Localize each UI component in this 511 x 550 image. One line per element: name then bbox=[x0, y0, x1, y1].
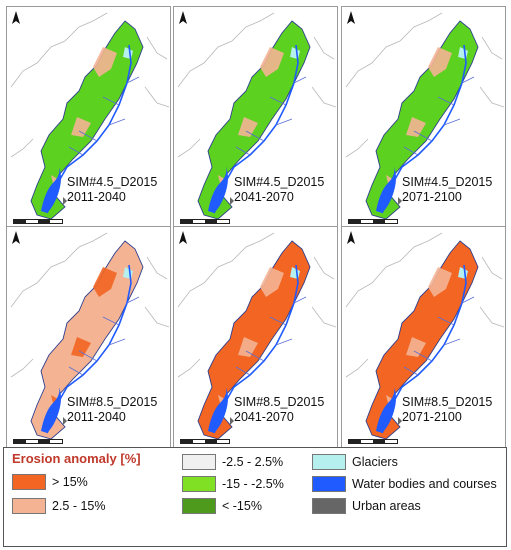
scenario-label: SIM#8.5_D2015 bbox=[67, 395, 158, 409]
urban-area bbox=[230, 197, 234, 205]
north-arrow-icon bbox=[12, 231, 20, 244]
legend-swatch bbox=[312, 454, 346, 470]
scenario-label: SIM#8.5_D2015 bbox=[234, 395, 325, 409]
legend-item-lt15: < -15% bbox=[182, 498, 262, 514]
panel-caption: SIM#8.5_D2015 2071-2100 bbox=[402, 395, 492, 425]
map-panel: SIM#4.5_D2015 2071-2100 bbox=[341, 6, 506, 230]
north-arrow-icon bbox=[12, 11, 20, 24]
north-arrow-icon bbox=[347, 231, 355, 244]
legend-item-urban: Urban areas bbox=[312, 498, 421, 514]
map-panel: SIM#8.5_D2015 2071-2100 bbox=[341, 226, 506, 450]
lake bbox=[41, 387, 61, 433]
legend-swatch bbox=[182, 498, 216, 514]
panel-caption: SIM#4.5_D2015 2041-2070 bbox=[234, 175, 324, 205]
legend-label: < -15% bbox=[222, 499, 262, 513]
catchment-map bbox=[10, 232, 170, 440]
legend-label: Water bodies and courses bbox=[352, 477, 497, 491]
urban-area bbox=[63, 417, 67, 425]
admin-boundary bbox=[345, 232, 505, 378]
scenario-label: SIM#8.5_D2015 bbox=[402, 395, 493, 409]
scenario-label: SIM#4.5_D2015 bbox=[402, 175, 493, 189]
anomaly-patches bbox=[386, 47, 452, 191]
admin-boundary bbox=[345, 12, 505, 158]
catchment-map bbox=[177, 232, 337, 440]
scale-bar bbox=[180, 219, 230, 224]
lake bbox=[41, 167, 61, 213]
anomaly-patches bbox=[51, 267, 117, 411]
legend-item-gt15: > 15% bbox=[12, 474, 88, 490]
scale-bar bbox=[180, 439, 230, 444]
legend-item-glaciers: Glaciers bbox=[312, 454, 398, 470]
legend-label: 2.5 - 15% bbox=[52, 499, 106, 513]
north-arrow-icon bbox=[347, 11, 355, 24]
urban-area bbox=[398, 417, 402, 425]
legend-swatch bbox=[12, 474, 46, 490]
period-label: 2011-2040 bbox=[67, 410, 126, 424]
tributaries bbox=[403, 76, 475, 156]
anomaly-patches bbox=[386, 267, 452, 411]
admin-boundary bbox=[177, 12, 337, 158]
period-label: 2071-2100 bbox=[402, 190, 462, 204]
legend-swatch bbox=[312, 498, 346, 514]
map-panel: SIM#8.5_D2015 2041-2070 bbox=[173, 226, 338, 450]
period-label: 2041-2070 bbox=[234, 410, 294, 424]
scenario-label: SIM#4.5_D2015 bbox=[234, 175, 325, 189]
scale-bar bbox=[13, 219, 63, 224]
urban-area bbox=[398, 197, 402, 205]
scenario-label: SIM#4.5_D2015 bbox=[67, 175, 158, 189]
catchment-map bbox=[177, 12, 337, 220]
anomaly-patches bbox=[51, 47, 117, 191]
anomaly-patches bbox=[218, 47, 284, 191]
period-label: 2071-2100 bbox=[402, 410, 462, 424]
legend-item-neutral: -2.5 - 2.5% bbox=[182, 454, 283, 470]
urban-area bbox=[63, 197, 67, 205]
tributaries bbox=[403, 296, 475, 376]
legend-swatch bbox=[12, 498, 46, 514]
legend-swatch bbox=[182, 454, 216, 470]
panel-caption: SIM#4.5_D2015 2011-2040 bbox=[67, 175, 157, 205]
legend: Erosion anomaly [%] > 15% 2.5 - 15% -2.5… bbox=[3, 447, 507, 547]
north-arrow-icon bbox=[179, 11, 187, 24]
legend-title: Erosion anomaly [%] bbox=[12, 451, 141, 466]
tributaries bbox=[68, 296, 140, 376]
legend-swatch bbox=[182, 476, 216, 492]
lake bbox=[208, 387, 228, 433]
admin-boundary bbox=[10, 232, 170, 378]
catchment-map bbox=[10, 12, 170, 220]
legend-label: > 15% bbox=[52, 475, 88, 489]
legend-label: -15 - -2.5% bbox=[222, 477, 284, 491]
period-label: 2011-2040 bbox=[67, 190, 126, 204]
urban-area bbox=[230, 417, 234, 425]
panel-caption: SIM#4.5_D2015 2071-2100 bbox=[402, 175, 492, 205]
scale-bar bbox=[348, 219, 398, 224]
catchment-map bbox=[345, 232, 505, 440]
anomaly-patches bbox=[218, 267, 284, 411]
tributaries bbox=[235, 296, 307, 376]
map-panel: SIM#8.5_D2015 2011-2040 bbox=[6, 226, 171, 450]
catchment-map bbox=[345, 12, 505, 220]
admin-boundary bbox=[10, 12, 170, 158]
legend-label: Urban areas bbox=[352, 499, 421, 513]
lake bbox=[208, 167, 228, 213]
admin-boundary bbox=[177, 232, 337, 378]
legend-item-2-15: 2.5 - 15% bbox=[12, 498, 106, 514]
north-arrow-icon bbox=[179, 231, 187, 244]
legend-item-water: Water bodies and courses bbox=[312, 476, 497, 492]
panel-caption: SIM#8.5_D2015 2011-2040 bbox=[67, 395, 157, 425]
legend-swatch bbox=[312, 476, 346, 492]
map-panel: SIM#4.5_D2015 2041-2070 bbox=[173, 6, 338, 230]
legend-label: Glaciers bbox=[352, 455, 398, 469]
panel-caption: SIM#8.5_D2015 2041-2070 bbox=[234, 395, 324, 425]
scale-bar bbox=[13, 439, 63, 444]
lake bbox=[376, 167, 396, 213]
tributaries bbox=[68, 76, 140, 156]
period-label: 2041-2070 bbox=[234, 190, 294, 204]
map-panel: SIM#4.5_D2015 2011-2040 bbox=[6, 6, 171, 230]
tributaries bbox=[235, 76, 307, 156]
legend-label: -2.5 - 2.5% bbox=[222, 455, 284, 469]
scale-bar bbox=[348, 439, 398, 444]
legend-item-neg15: -15 - -2.5% bbox=[182, 476, 284, 492]
lake bbox=[376, 387, 396, 433]
